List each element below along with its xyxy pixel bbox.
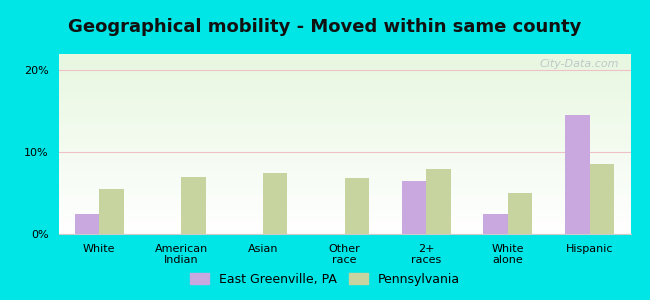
Bar: [484, 214, 508, 234]
Bar: [508, 193, 532, 234]
Bar: [75, 214, 99, 234]
Legend: East Greenville, PA, Pennsylvania: East Greenville, PA, Pennsylvania: [185, 268, 465, 291]
Bar: [263, 172, 287, 234]
Bar: [99, 189, 124, 234]
Bar: [426, 169, 450, 234]
Bar: [590, 164, 614, 234]
Bar: [565, 116, 590, 234]
Text: Geographical mobility - Moved within same county: Geographical mobility - Moved within sam…: [68, 18, 582, 36]
Text: City-Data.com: City-Data.com: [540, 59, 619, 69]
Bar: [181, 177, 205, 234]
Bar: [402, 181, 426, 234]
Bar: [344, 178, 369, 234]
